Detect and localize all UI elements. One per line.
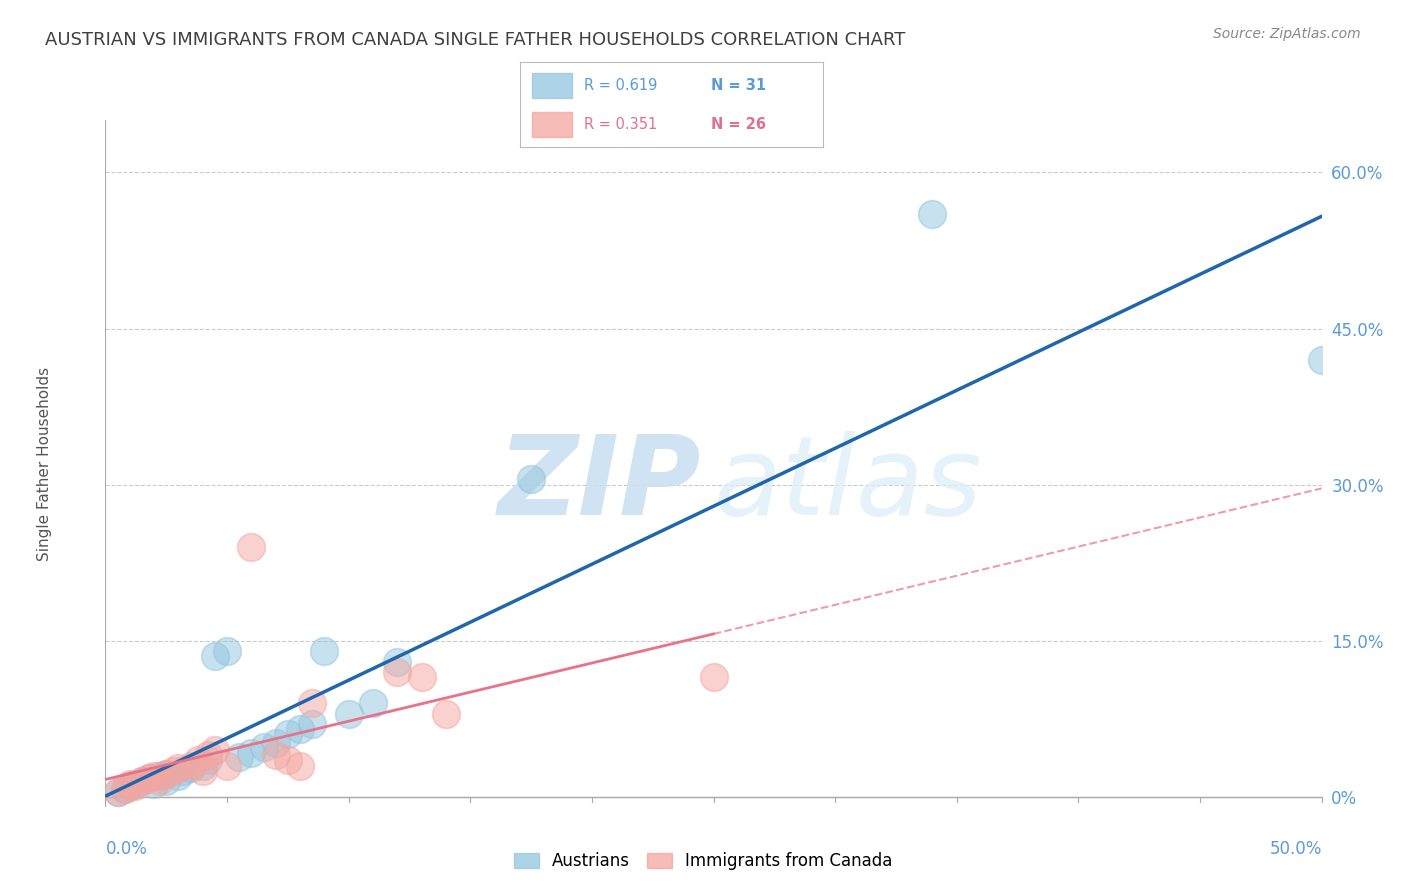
Text: N = 26: N = 26	[710, 117, 766, 132]
Point	[114, 781, 136, 796]
Point	[204, 743, 226, 757]
Point	[217, 644, 239, 658]
Point	[155, 774, 177, 789]
Point	[148, 774, 170, 789]
Point	[118, 780, 141, 794]
Point	[131, 774, 153, 789]
Point	[107, 785, 129, 799]
Point	[124, 777, 146, 791]
Point	[702, 670, 725, 684]
Point	[264, 736, 287, 750]
Point	[337, 706, 360, 721]
Point	[180, 758, 202, 772]
Text: atlas: atlas	[713, 431, 983, 538]
Text: ZIP: ZIP	[498, 431, 702, 538]
Point	[191, 764, 214, 778]
Point	[264, 748, 287, 763]
Point	[288, 723, 311, 737]
Point	[204, 649, 226, 664]
Legend: Austrians, Immigrants from Canada: Austrians, Immigrants from Canada	[508, 846, 898, 877]
Point	[301, 696, 323, 710]
Text: Single Father Households: Single Father Households	[37, 367, 52, 561]
Point	[277, 753, 299, 767]
Point	[191, 758, 214, 772]
Point	[172, 764, 194, 778]
Point	[114, 781, 136, 796]
Point	[228, 750, 250, 764]
Text: N = 31: N = 31	[710, 78, 766, 93]
Point	[240, 540, 263, 554]
Bar	[533, 72, 572, 98]
Text: AUSTRIAN VS IMMIGRANTS FROM CANADA SINGLE FATHER HOUSEHOLDS CORRELATION CHART: AUSTRIAN VS IMMIGRANTS FROM CANADA SINGL…	[45, 31, 905, 49]
Point	[197, 753, 219, 767]
Bar	[533, 112, 572, 137]
Point	[138, 771, 160, 785]
Point	[434, 706, 457, 721]
Text: R = 0.351: R = 0.351	[583, 117, 657, 132]
Point	[217, 758, 239, 772]
Point	[411, 670, 433, 684]
Point	[180, 761, 202, 775]
Point	[252, 739, 274, 754]
Point	[387, 665, 409, 679]
Point	[288, 758, 311, 772]
Point	[131, 774, 153, 789]
Text: R = 0.619: R = 0.619	[583, 78, 657, 93]
Point	[143, 777, 166, 791]
Point	[155, 767, 177, 781]
Text: 50.0%: 50.0%	[1270, 840, 1322, 858]
Point	[921, 207, 943, 221]
Point	[162, 764, 184, 778]
Point	[387, 655, 409, 669]
Point	[197, 748, 219, 763]
Point	[240, 746, 263, 760]
Point	[148, 769, 170, 783]
Point	[1310, 352, 1333, 367]
Point	[167, 769, 190, 783]
Text: Source: ZipAtlas.com: Source: ZipAtlas.com	[1213, 27, 1361, 41]
Point	[107, 785, 129, 799]
Point	[277, 727, 299, 741]
Point	[361, 696, 384, 710]
Point	[314, 644, 336, 658]
Point	[187, 753, 209, 767]
Point	[167, 761, 190, 775]
Point	[520, 473, 543, 487]
Point	[118, 777, 141, 791]
Point	[301, 717, 323, 731]
Point	[138, 771, 160, 785]
Point	[124, 780, 146, 794]
Text: 0.0%: 0.0%	[105, 840, 148, 858]
Point	[155, 767, 177, 781]
Point	[143, 769, 166, 783]
